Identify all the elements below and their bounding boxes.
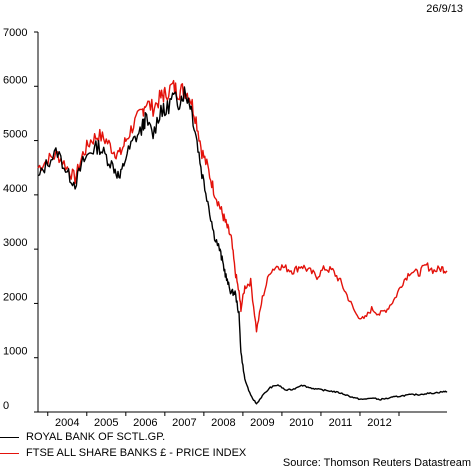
- x-tick-label: 2005: [94, 417, 118, 429]
- y-tick-label: 7000: [3, 27, 27, 39]
- y-tick-label: 6000: [3, 74, 27, 86]
- legend-swatch-rbs: [0, 436, 19, 438]
- x-tick-label: 2008: [211, 417, 235, 429]
- y-tick-label: 4000: [3, 183, 27, 195]
- x-tick-label: 2012: [367, 417, 391, 429]
- legend: ROYAL BANK OF SCTL.GP. FTSE ALL SHARE BA…: [0, 429, 246, 461]
- series-line-ftse-all-share-banks: [37, 79, 448, 333]
- y-ticks: 0 1000 2000 3000 4000 5000 6000 7000: [3, 27, 38, 413]
- y-tick-label: 0: [3, 400, 9, 412]
- x-tick-label: 2006: [133, 417, 157, 429]
- y-tick-label: 3000: [3, 237, 27, 249]
- x-tick-label: 2004: [55, 417, 79, 429]
- x-ticks: 2004 2005 2006 2007 2008 2009 2010 2011 2012: [47, 412, 400, 429]
- x-tick-label: 2011: [329, 417, 353, 429]
- legend-item-ftse: FTSE ALL SHARE BANKS £ - PRICE INDEX: [0, 445, 246, 461]
- source-note: Source: Thomson Reuters Datastream: [282, 457, 471, 469]
- x-axis: 2004 2005 2006 2007 2008 2009 2010 2011 2012: [38, 411, 447, 429]
- y-tick-label: 2000: [3, 291, 27, 303]
- series-layer: [37, 79, 448, 405]
- y-tick-label: 5000: [3, 129, 27, 141]
- x-tick-label: 2010: [289, 417, 313, 429]
- legend-swatch-ftse: [0, 452, 19, 454]
- legend-label-ftse: FTSE ALL SHARE BANKS £ - PRICE INDEX: [26, 446, 247, 459]
- x-tick-label: 2009: [250, 417, 274, 429]
- legend-item-rbs: ROYAL BANK OF SCTL.GP.: [0, 429, 246, 445]
- x-tick-label: 2007: [172, 417, 196, 429]
- y-axis: 0 1000 2000 3000 4000 5000 6000 7000: [3, 27, 39, 413]
- legend-label-rbs: ROYAL BANK OF SCTL.GP.: [26, 430, 166, 443]
- y-tick-label: 1000: [3, 346, 27, 358]
- date-stamp: 26/9/13: [426, 3, 463, 15]
- series-line-royal-bank-of-scotland: [37, 86, 448, 405]
